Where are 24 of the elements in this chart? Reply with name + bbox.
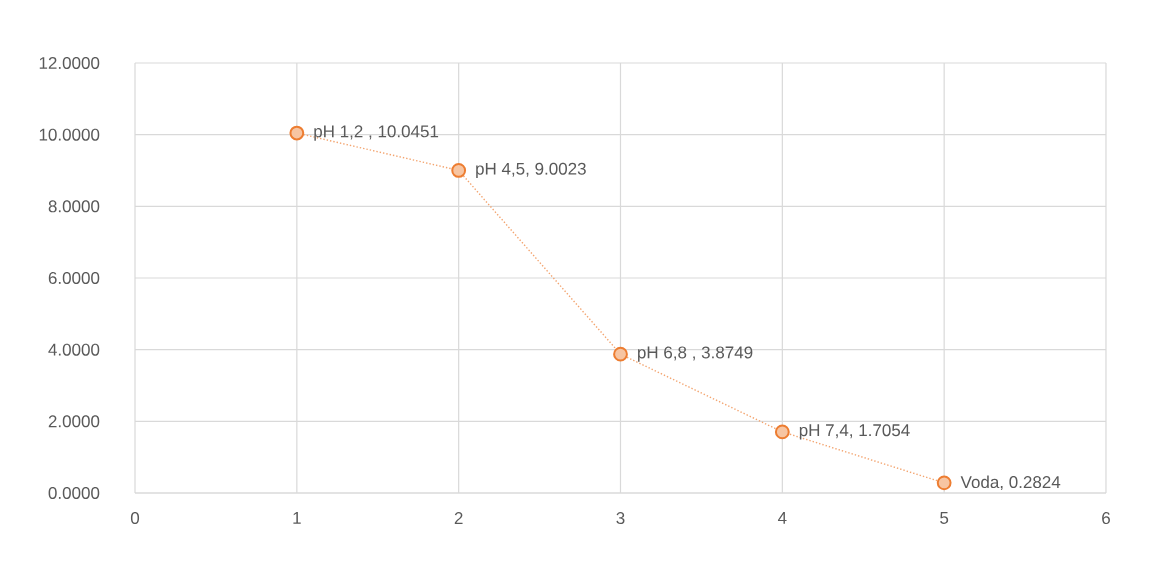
y-tick-label: 12.0000 xyxy=(39,56,100,69)
point xyxy=(613,346,628,362)
y-tick-label: 4.0000 xyxy=(48,343,100,356)
point xyxy=(289,125,305,141)
y-tick-label: 6.0000 xyxy=(48,271,100,284)
x-tick-label: 1 xyxy=(293,512,301,524)
data-label: pH 7,4, 1.7054 xyxy=(799,424,910,440)
y-tick-label: 8.0000 xyxy=(48,200,100,213)
data-label: pH 1,2 , 10.0451 xyxy=(314,125,439,141)
x-tick-label: 3 xyxy=(616,512,625,525)
y-tick-label: 2.0000 xyxy=(48,415,100,428)
point xyxy=(774,424,790,440)
data-label: pH 6,8 , 3.8749 xyxy=(638,346,753,362)
y-tick-label: 0.0000 xyxy=(48,486,100,499)
data-label: pH 4,5, 9.0023 xyxy=(476,162,586,179)
x-tick-label: 5 xyxy=(940,512,949,524)
x-tick-label: 0 xyxy=(130,512,140,525)
point xyxy=(451,163,467,178)
point xyxy=(936,475,952,491)
y-tick-label: 10.0000 xyxy=(39,128,100,141)
x-tick-label: 4 xyxy=(777,512,787,524)
x-tick-label: 2 xyxy=(454,512,463,524)
x-tick-label: 6 xyxy=(1102,512,1110,525)
data-label: Voda, 0.2824 xyxy=(960,475,1061,491)
